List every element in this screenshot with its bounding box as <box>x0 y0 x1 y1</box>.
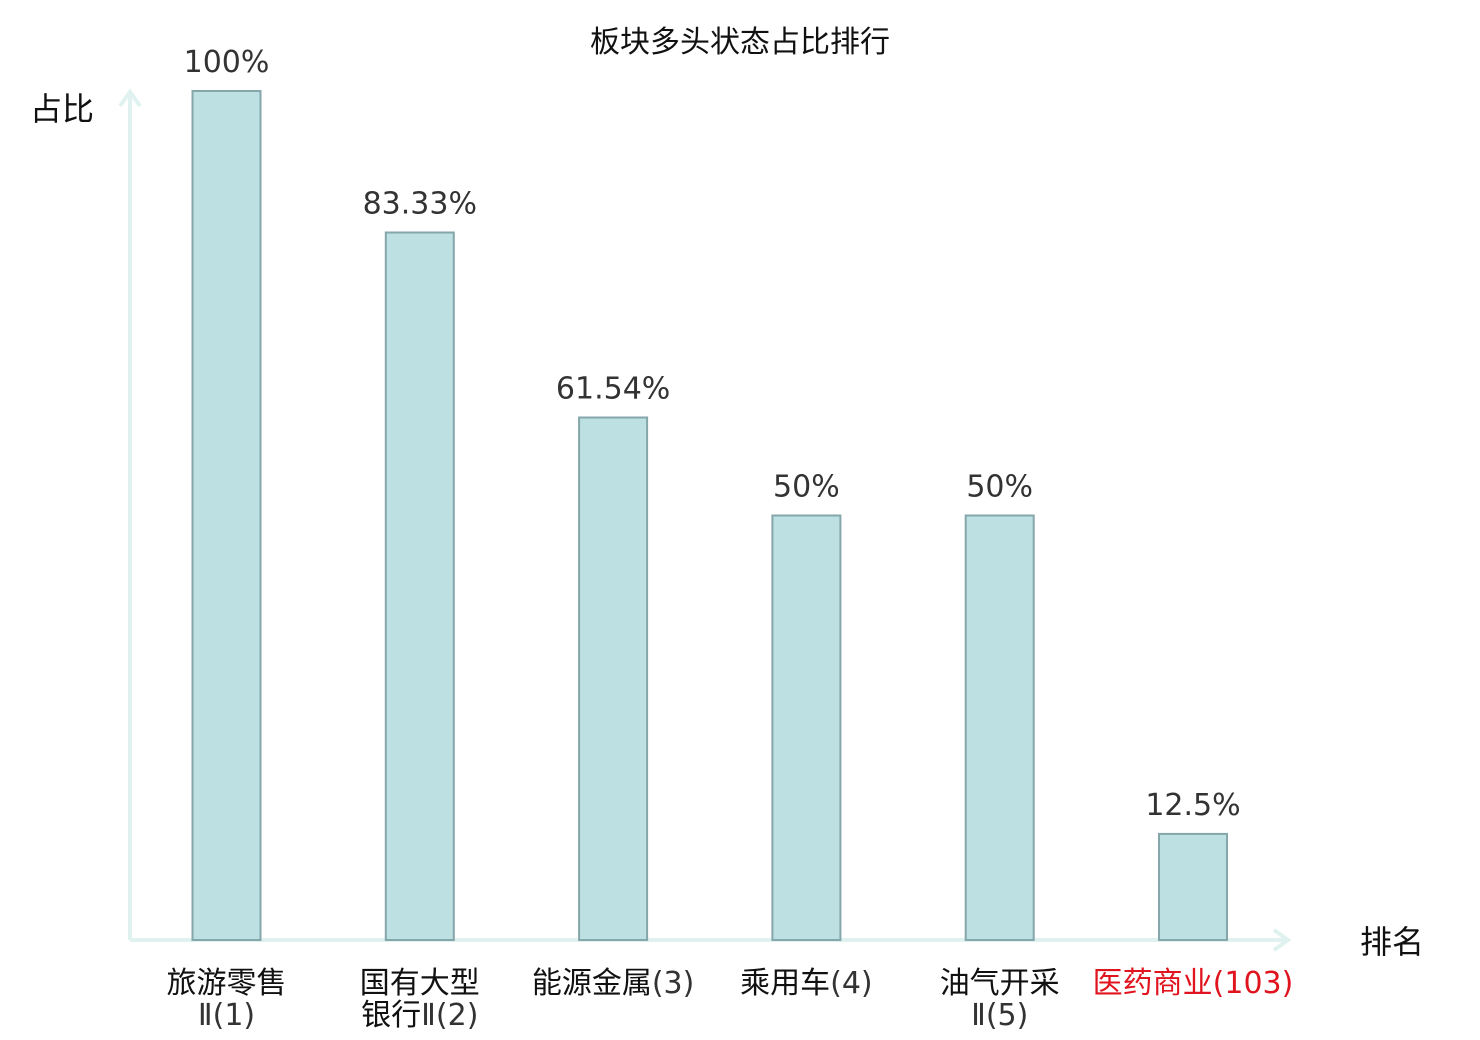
bar-5 <box>964 514 1035 941</box>
category-label-1: 旅游零售 Ⅱ(1) <box>167 966 287 1033</box>
x-axis-label: 排名 <box>1360 923 1424 961</box>
value-label-5: 50% <box>966 470 1033 505</box>
value-label-3: 61.54% <box>556 372 670 407</box>
bar-6 <box>1158 832 1228 942</box>
category-label-5: 油气开采 Ⅱ(5) <box>940 966 1060 1033</box>
category-label-3: 能源金属(3) <box>532 966 695 1001</box>
y-axis <box>118 88 142 940</box>
bar-1 <box>191 90 262 941</box>
value-labels-group: 100% 83.33% 61.54% 50% 50% 12.5% <box>184 45 1241 823</box>
bars-group <box>191 90 1228 942</box>
value-label-1: 100% <box>184 45 270 80</box>
category-label-2: 国有大型银行Ⅱ(2) <box>360 966 480 1033</box>
category-label-4: 乘用车(4) <box>740 966 873 1001</box>
bar-3 <box>578 416 649 941</box>
chart-title: 板块多头状态占比排行 <box>590 25 890 60</box>
y-axis-label: 占比 <box>30 90 94 128</box>
x-axis <box>130 928 1292 952</box>
value-label-6: 12.5% <box>1145 788 1240 823</box>
value-label-2: 83.33% <box>363 187 477 222</box>
bar-2 <box>384 231 455 941</box>
bar-4 <box>771 514 842 941</box>
value-label-4: 50% <box>773 470 840 505</box>
category-labels-group: 旅游零售 Ⅱ(1) 国有大型银行Ⅱ(2) 能源金属(3) 乘用车(4) 油气开采 Ⅱ(5) 医… <box>167 966 1294 1033</box>
category-label-6: 医药商业(103) <box>1093 966 1294 1001</box>
